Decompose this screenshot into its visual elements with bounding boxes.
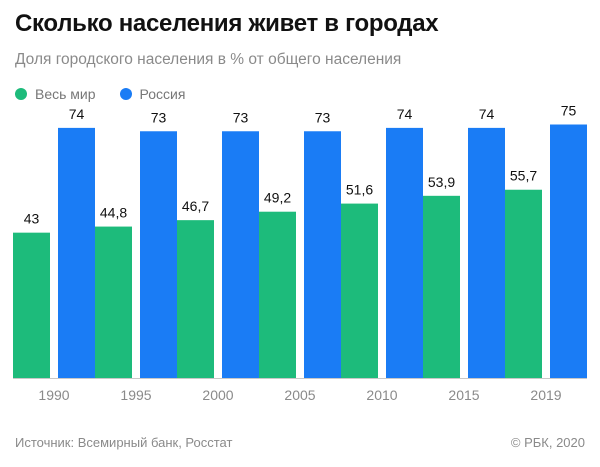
- x-tick-1990: 1990: [38, 387, 69, 403]
- bar-world-1995: [95, 226, 132, 378]
- data-label-russia-1990: 74: [69, 106, 85, 122]
- bar-russia-1990: [58, 127, 95, 378]
- data-label-world-2015: 53,9: [428, 174, 455, 190]
- bar-world-2005: [259, 211, 296, 378]
- legend-label-world: Весь мир: [35, 86, 96, 102]
- bar-russia-2015: [468, 127, 505, 378]
- bar-world-1990: [13, 232, 50, 378]
- copyright-note: © РБК, 2020: [510, 435, 585, 450]
- data-label-world-2005: 49,2: [264, 190, 291, 206]
- data-label-russia-1995: 73: [151, 109, 167, 125]
- bar-russia-2005: [304, 131, 341, 378]
- data-label-world-1990: 43: [24, 211, 40, 227]
- bar-world-2019: [505, 189, 542, 378]
- data-label-world-2000: 46,7: [182, 198, 209, 214]
- data-label-russia-2005: 73: [315, 109, 331, 125]
- x-tick-2019: 2019: [530, 387, 561, 403]
- bar-russia-2010: [386, 127, 423, 378]
- data-label-russia-2019: 75: [561, 103, 577, 119]
- data-label-russia-2010: 74: [397, 106, 413, 122]
- x-tick-2005: 2005: [284, 387, 315, 403]
- x-tick-2015: 2015: [448, 387, 479, 403]
- bar-russia-2019: [550, 124, 587, 378]
- bar-russia-2000: [222, 131, 259, 378]
- source-note: Источник: Всемирный банк, Росстат: [15, 435, 233, 450]
- bar-world-2000: [177, 220, 214, 378]
- bar-world-2015: [423, 195, 460, 378]
- legend-label-russia: Россия: [139, 86, 186, 102]
- x-tick-2010: 2010: [366, 387, 397, 403]
- x-tick-2000: 2000: [202, 387, 233, 403]
- data-label-russia-2000: 73: [233, 109, 249, 125]
- x-tick-1995: 1995: [120, 387, 151, 403]
- chart-title: Сколько населения живет в городах: [15, 10, 439, 37]
- data-label-world-2019: 55,7: [510, 168, 537, 184]
- bar-world-2010: [341, 203, 378, 378]
- legend-swatch-russia: [119, 88, 132, 100]
- data-label-world-1995: 44,8: [100, 205, 127, 221]
- legend-swatch-world: [15, 88, 27, 100]
- chart-subtitle: Доля городского населения в % от общего …: [15, 51, 402, 68]
- data-label-world-2010: 51,6: [346, 182, 373, 198]
- bar-russia-1995: [140, 131, 177, 378]
- legend-item-russia: Россия: [119, 86, 186, 102]
- data-label-russia-2015: 74: [479, 106, 495, 122]
- legend-item-world: Весь мир: [15, 86, 96, 102]
- legend: Весь мир Россия: [15, 86, 209, 102]
